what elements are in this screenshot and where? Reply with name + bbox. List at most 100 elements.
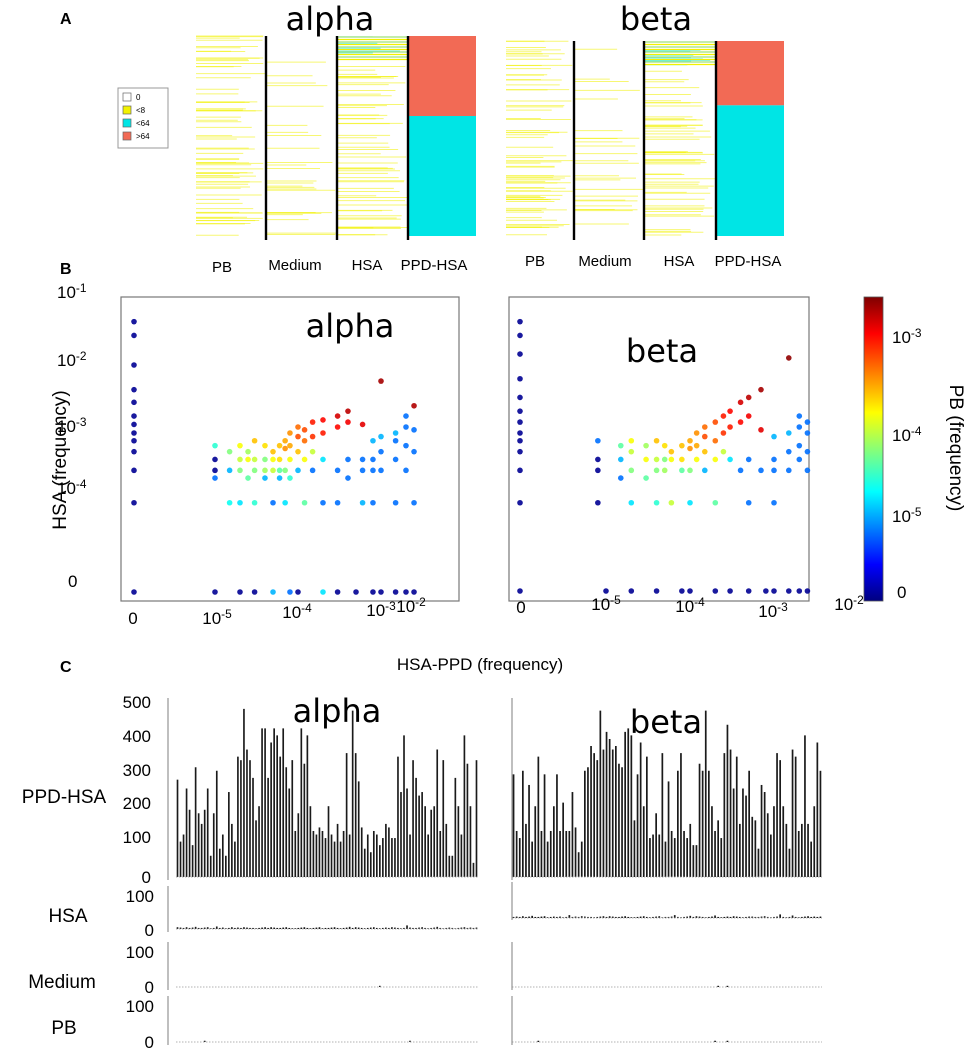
scatter-point xyxy=(517,430,523,436)
scatter-point xyxy=(251,456,258,463)
scatter-axes: 0 10-5 10-4 10-3 10-2 0 10-5 10-4 10-3 10-210-110… xyxy=(57,281,864,628)
scatter-point xyxy=(245,448,251,455)
scatter-point xyxy=(628,588,635,594)
col-label-pb-alpha: PB xyxy=(212,259,232,276)
scatter-point xyxy=(370,589,376,595)
scatter-point xyxy=(653,588,660,594)
scatter-frame-beta xyxy=(508,296,810,602)
scatter-point xyxy=(661,442,668,449)
scatter-point xyxy=(309,448,316,455)
colorbar xyxy=(863,296,884,602)
scatter-point xyxy=(287,442,293,449)
scatter-point xyxy=(785,467,792,474)
scatter-point xyxy=(270,456,276,463)
scatter-point xyxy=(251,499,258,506)
scatter-point xyxy=(345,419,351,425)
scatter-point xyxy=(334,589,341,595)
x-tick-label-alpha: 10-5 xyxy=(202,607,232,628)
scatter-point xyxy=(334,413,341,419)
scatter-point xyxy=(785,588,792,594)
scatter-point xyxy=(745,588,752,594)
scatter-point xyxy=(226,467,233,474)
scatter-point xyxy=(276,442,283,449)
x-tick-label-beta: 10-2 xyxy=(834,593,864,614)
scatter-point xyxy=(411,589,417,595)
ppd-hsa-tick-label: 500 xyxy=(123,693,151,712)
scatter-point xyxy=(295,589,301,595)
scatter-point xyxy=(771,588,777,594)
scatter-point xyxy=(668,456,675,463)
scatter-point xyxy=(131,467,137,474)
bar-title-alpha: alpha xyxy=(293,692,382,730)
scatter-point xyxy=(517,467,523,474)
scatter-point xyxy=(226,499,233,506)
scatter-point xyxy=(411,499,417,506)
panel-a-title-alpha: alpha xyxy=(286,0,375,38)
scatter-point xyxy=(378,378,384,384)
scatter-point xyxy=(245,456,251,463)
scatter-x-axis-label: HSA-PPD (frequency) xyxy=(397,655,563,674)
scatter-point xyxy=(785,430,792,436)
scatter-point xyxy=(131,421,137,428)
scatter-point xyxy=(785,355,792,361)
scatter-point xyxy=(131,437,137,444)
y-tick-label: 10-1 xyxy=(57,281,87,302)
scatter-point xyxy=(796,442,803,449)
scatter-point xyxy=(301,499,308,506)
colorbar-ticks: 10-3 10-4 10-5 0 xyxy=(892,326,922,602)
scatter-point xyxy=(262,467,268,474)
ppd-hsa-block-lt64 xyxy=(408,116,476,236)
scatter-point xyxy=(262,456,268,463)
scatter-point xyxy=(804,419,811,425)
scatter-point xyxy=(720,430,727,436)
scatter-point xyxy=(701,448,708,455)
scatter-point xyxy=(517,375,523,382)
scatter-point xyxy=(643,442,649,449)
col-label-pb-beta: PB xyxy=(525,253,545,270)
scatter-title-alpha: alpha xyxy=(306,307,395,345)
x-tick-label-beta: 10-5 xyxy=(591,593,621,614)
colorbar-tick-label: 0 xyxy=(897,583,906,602)
x-tick-label-beta: 0 xyxy=(516,598,525,617)
scatter-point xyxy=(796,413,803,419)
hsa-tick-label: 100 xyxy=(126,887,154,906)
legend-swatch-zero xyxy=(122,92,132,102)
scatter-point xyxy=(131,386,137,393)
col-label-hsa-alpha: HSA xyxy=(352,257,383,274)
scatter-point xyxy=(712,437,719,444)
scatter-point xyxy=(745,499,752,506)
medium-tick-label: 100 xyxy=(126,943,154,962)
scatter-point xyxy=(403,424,409,430)
scatter-point xyxy=(131,318,137,325)
panel-a-title-beta: beta xyxy=(620,0,692,38)
scatter-point xyxy=(701,467,708,474)
legend-label-lt8: <8 xyxy=(136,106,146,115)
x-tick-label-beta: 10-3 xyxy=(758,600,788,621)
scatter-point xyxy=(771,433,777,440)
scatter-point xyxy=(771,467,777,474)
scatter-point xyxy=(643,456,649,463)
scatter-point xyxy=(287,475,293,481)
scatter-point xyxy=(237,467,243,474)
scatter-point xyxy=(370,499,376,506)
legend-swatch-gt64 xyxy=(122,131,132,141)
scatter-point xyxy=(131,430,137,436)
colorbar-tick-label: 10-4 xyxy=(892,424,922,445)
scatter-point xyxy=(653,499,660,506)
panel-b-label: B xyxy=(60,261,72,278)
scatter-point xyxy=(212,442,218,449)
scatter-point xyxy=(411,427,417,433)
scatter-point xyxy=(287,589,293,595)
scatter-title-beta: beta xyxy=(626,332,698,370)
legend-label-zero: 0 xyxy=(136,93,141,102)
scatter-point xyxy=(687,588,693,594)
pb-tick-label: 0 xyxy=(145,1033,154,1052)
hsa-tick-label: 0 xyxy=(145,921,154,940)
scatter-point xyxy=(251,467,258,474)
scatter-point xyxy=(131,413,137,419)
scatter-y-axis-label: HSA (frequency) xyxy=(50,390,71,529)
col-label-medium-alpha: Medium xyxy=(268,257,321,274)
scatter-point xyxy=(679,456,685,463)
scatter-point xyxy=(403,589,409,595)
scatter-point xyxy=(701,433,708,440)
